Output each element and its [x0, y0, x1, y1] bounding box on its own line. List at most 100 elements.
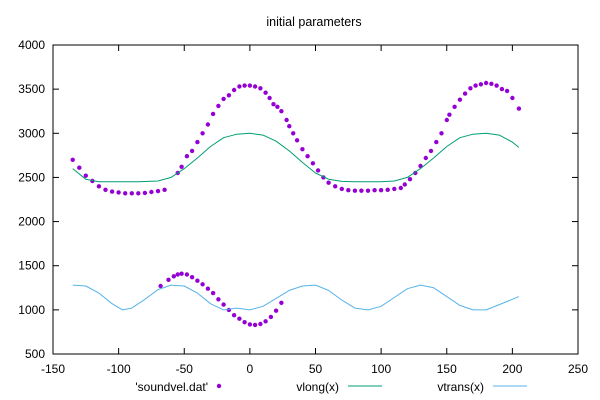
data-point-soundvel-dat	[258, 321, 263, 327]
data-point-soundvel-dat	[231, 313, 237, 318]
data-point-soundvel-dat	[392, 186, 397, 192]
axes: -150 -100 -50 0 50 100 150 200 250 500 1000 1500 200…	[18, 38, 588, 376]
y-tick-label: 1000	[18, 303, 45, 317]
data-point-soundvel-dat	[494, 83, 499, 88]
data-point-soundvel-dat	[326, 180, 331, 185]
data-point-soundvel-dat	[162, 187, 167, 192]
data-point-soundvel-dat	[398, 185, 403, 191]
data-point-soundvel-dat	[77, 165, 82, 170]
data-point-soundvel-dat	[305, 154, 310, 159]
data-point-soundvel-dat	[263, 90, 268, 95]
data-point-soundvel-dat	[252, 84, 258, 89]
data-point-soundvel-dat	[365, 188, 371, 193]
data-point-soundvel-dat	[447, 112, 452, 117]
plot-area	[70, 80, 522, 328]
data-point-soundvel-dat	[216, 103, 221, 109]
data-point-soundvel-dat	[205, 286, 211, 291]
data-point-soundvel-dat	[166, 277, 171, 282]
y-tick-label: 500	[25, 347, 45, 361]
data-point-soundvel-dat	[504, 88, 510, 94]
data-point-soundvel-dat	[279, 300, 284, 305]
data-point-soundvel-dat	[226, 307, 232, 313]
data-point-soundvel-dat	[271, 102, 276, 107]
data-point-soundvel-dat	[242, 83, 247, 88]
y-tick-label: 3500	[18, 82, 45, 96]
data-point-soundvel-dat	[221, 96, 226, 102]
chart-title: initial parameters	[266, 15, 361, 29]
data-point-soundvel-dat	[452, 104, 457, 110]
data-point-soundvel-dat	[294, 138, 300, 143]
data-point-soundvel-dat	[378, 188, 384, 193]
x-tick-label: -150	[41, 362, 65, 376]
data-point-soundvel-dat	[284, 117, 289, 123]
data-point-soundvel-dat	[352, 188, 358, 193]
series-line-vlong-x	[72, 132, 520, 183]
data-point-soundvel-dat	[489, 81, 494, 87]
x-tick-label: -50	[176, 362, 194, 376]
y-tick-label: 2000	[18, 215, 45, 229]
data-point-soundvel-dat	[83, 173, 89, 178]
data-point-soundvel-dat	[263, 319, 268, 324]
data-point-soundvel-dat	[468, 86, 473, 91]
x-tick-label: 250	[568, 362, 588, 376]
data-point-soundvel-dat	[339, 186, 344, 192]
data-point-soundvel-dat	[428, 148, 434, 154]
data-point-soundvel-dat	[268, 314, 274, 320]
y-tick-label: 1500	[18, 259, 45, 273]
data-point-soundvel-dat	[70, 157, 75, 162]
x-tick-label: 0	[247, 362, 254, 376]
data-point-soundvel-dat	[483, 80, 489, 86]
data-point-soundvel-dat	[310, 161, 316, 166]
data-point-soundvel-dat	[478, 82, 484, 87]
data-point-soundvel-dat	[210, 290, 216, 296]
data-point-soundvel-dat	[195, 139, 200, 145]
data-point-soundvel-dat	[103, 187, 108, 192]
legend-label-vtrans: vtrans(x)	[437, 380, 484, 394]
data-point-soundvel-dat	[333, 184, 338, 189]
data-point-soundvel-dat	[129, 191, 134, 196]
x-tick-label: -100	[107, 362, 131, 376]
data-point-soundvel-dat	[205, 122, 211, 127]
x-tick-label: 50	[309, 362, 323, 376]
data-point-soundvel-dat	[258, 86, 263, 91]
data-point-soundvel-dat	[171, 274, 176, 279]
data-point-soundvel-dat	[462, 91, 468, 96]
legend-marker-soundvel	[216, 383, 222, 389]
data-point-soundvel-dat	[423, 155, 428, 161]
data-point-soundvel-dat	[210, 111, 216, 117]
data-point-soundvel-dat	[273, 308, 279, 313]
x-tick-label: 200	[502, 362, 522, 376]
data-point-soundvel-dat	[195, 278, 200, 283]
data-point-soundvel-dat	[439, 131, 444, 136]
data-point-soundvel-dat	[179, 271, 184, 276]
data-point-soundvel-dat	[247, 83, 253, 88]
data-point-soundvel-dat	[407, 177, 413, 182]
data-point-soundvel-dat	[189, 148, 195, 154]
data-point-soundvel-dat	[123, 191, 128, 196]
data-point-soundvel-dat	[231, 87, 237, 93]
data-point-soundvel-dat	[385, 187, 390, 192]
data-point-soundvel-dat	[300, 147, 305, 152]
data-point-soundvel-dat	[155, 188, 161, 194]
y-tick-label: 2500	[18, 170, 45, 184]
data-point-soundvel-dat	[179, 164, 184, 169]
data-point-soundvel-dat	[221, 302, 226, 307]
data-point-soundvel-dat	[158, 283, 163, 289]
data-point-soundvel-dat	[136, 191, 141, 196]
data-point-soundvel-dat	[184, 154, 190, 159]
data-point-soundvel-dat	[287, 124, 292, 129]
data-point-soundvel-dat	[402, 182, 407, 187]
data-point-soundvel-dat	[473, 83, 478, 88]
data-point-soundvel-dat	[175, 272, 180, 277]
data-point-soundvel-dat	[184, 272, 190, 277]
data-point-soundvel-dat	[200, 131, 205, 136]
legend-label-soundvel: 'soundvel.dat'	[135, 380, 208, 394]
data-point-soundvel-dat	[359, 188, 364, 193]
data-point-soundvel-dat	[116, 190, 121, 195]
data-point-soundvel-dat	[96, 184, 102, 189]
data-point-soundvel-dat	[315, 168, 321, 173]
y-tick-label: 4000	[18, 38, 45, 52]
data-point-soundvel-dat	[237, 84, 242, 89]
data-point-soundvel-dat	[109, 189, 115, 194]
